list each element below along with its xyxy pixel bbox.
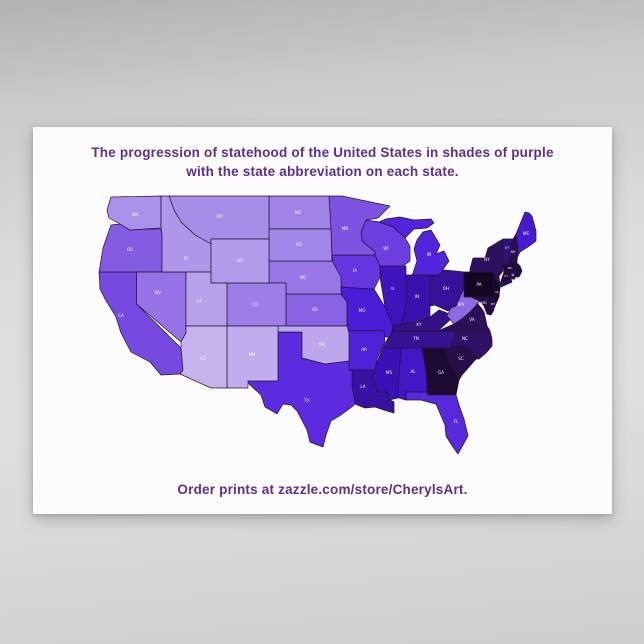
state-label-mi: MI <box>427 252 432 257</box>
state-label-nd: ND <box>295 210 301 215</box>
state-label-la: LA <box>360 384 365 389</box>
state-label-tx: TX <box>303 398 310 403</box>
state-label-az: AZ <box>200 356 206 361</box>
state-label-mn: MN <box>342 226 349 231</box>
state-label-nj: NJ <box>495 290 498 294</box>
state-ri <box>510 271 516 280</box>
state-tn <box>382 330 456 349</box>
state-me <box>515 211 537 259</box>
state-wy <box>210 238 270 284</box>
state-label-ar: AR <box>361 347 367 352</box>
state-label-sc: SC <box>458 356 464 361</box>
state-label-ct: CT <box>504 274 508 278</box>
state-label-ut: UT <box>196 299 202 304</box>
state-label-va: VA <box>469 317 475 322</box>
state-md <box>470 296 495 316</box>
state-label-nc: NC <box>462 336 468 341</box>
state-label-ny: NY <box>484 257 490 262</box>
state-label-al: AL <box>410 369 416 374</box>
state-label-de: DE <box>491 302 495 306</box>
state-label-ok: OK <box>319 342 325 347</box>
state-label-ma: MA <box>508 266 514 270</box>
state-label-wy: WY <box>237 258 244 263</box>
state-label-mt: MT <box>217 214 224 219</box>
state-label-nm: NM <box>249 352 256 357</box>
state-label-wv: WV <box>457 302 464 307</box>
state-label-ks: KS <box>312 307 318 312</box>
state-label-in: IN <box>415 294 419 299</box>
state-label-co: CO <box>252 302 259 307</box>
poster: The progression of statehood of the Unit… <box>33 127 612 514</box>
state-label-or: OR <box>127 247 133 252</box>
state-ny <box>469 238 513 288</box>
state-label-wa: WA <box>132 212 139 217</box>
state-label-oh: OH <box>443 286 449 291</box>
state-fl <box>405 391 469 455</box>
state-label-ia: IA <box>353 268 357 273</box>
state-label-nv: NV <box>155 290 161 295</box>
poster-footer: Order prints at zazzle.com/store/Cheryls… <box>177 482 468 497</box>
state-label-wi: WI <box>383 246 388 251</box>
state-label-ky: KY <box>416 322 422 327</box>
state-label-mo: MO <box>359 308 367 313</box>
state-tx <box>247 331 356 448</box>
state-label-ri: RI <box>512 273 515 277</box>
state-label-pa: PA <box>476 282 481 287</box>
poster-title-line2: with the state abbreviation on each stat… <box>186 164 459 179</box>
state-ok <box>277 325 350 365</box>
state-ma <box>502 261 523 278</box>
state-label-fl: FL <box>454 419 459 424</box>
poster-title-line1: The progression of statehood of the Unit… <box>91 145 554 160</box>
state-label-ms: MS <box>386 370 393 375</box>
state-label-sd: SD <box>296 242 302 247</box>
state-label-md: MD <box>481 301 487 305</box>
state-label-ne: NE <box>300 275 306 280</box>
state-label-nh: NH <box>511 250 516 254</box>
state-label-ca: CA <box>118 313 124 318</box>
state-ca <box>98 271 184 376</box>
state-vt <box>502 238 514 265</box>
state-label-ga: GA <box>438 370 444 375</box>
state-wa <box>106 195 162 231</box>
state-nm <box>226 325 279 389</box>
poster-title: The progression of statehood of the Unit… <box>33 143 612 181</box>
state-label-me: ME <box>523 231 530 236</box>
state-label-il: IL <box>391 286 395 291</box>
state-wv <box>446 287 481 325</box>
state-az <box>179 325 228 389</box>
state-label-vt: VT <box>505 246 509 250</box>
state-label-id: ID <box>184 256 188 261</box>
state-label-tn: TN <box>412 336 419 341</box>
